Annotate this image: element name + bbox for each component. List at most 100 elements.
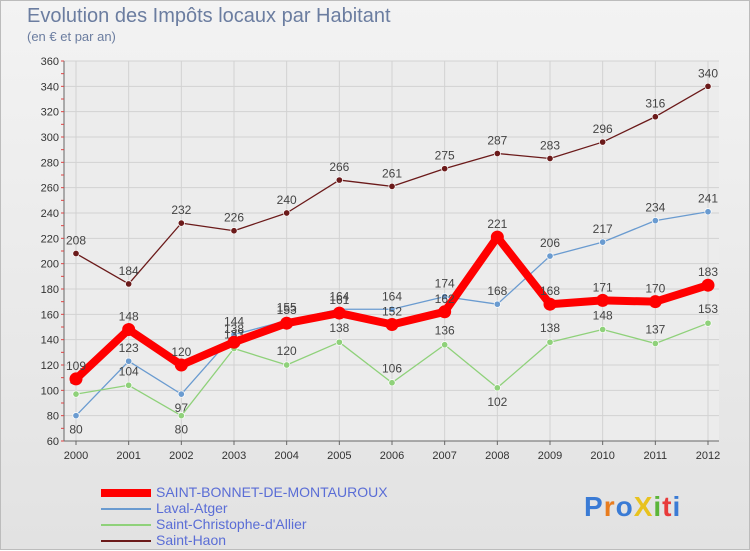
data-point-saint-haon: [599, 138, 607, 146]
data-label-saint-bonnet-de-montauroux: 138: [224, 322, 244, 336]
y-tick-label: 260: [41, 183, 59, 195]
data-point-saint-christophe-d-allier: [72, 390, 80, 398]
data-label-saint-bonnet-de-montauroux: 109: [66, 359, 86, 373]
x-tick-label: 2007: [432, 450, 456, 462]
logo-letter: t: [662, 491, 673, 522]
y-tick-label: 220: [41, 233, 59, 245]
data-point-laval-atger: [493, 300, 501, 308]
legend-label-laval-atger: Laval-Atger: [156, 500, 228, 516]
y-tick-label: 360: [41, 56, 59, 68]
data-label-saint-christophe-d-allier: 120: [277, 344, 297, 358]
data-label-laval-atger: 164: [329, 289, 349, 303]
data-label-saint-haon: 296: [593, 122, 613, 136]
data-label-saint-haon: 208: [66, 234, 86, 248]
data-label-saint-haon: 184: [119, 264, 139, 278]
data-label-saint-christophe-d-allier: 106: [382, 362, 402, 376]
data-label-saint-haon: 232: [171, 203, 191, 217]
data-label-laval-atger: 80: [69, 423, 83, 437]
data-label-saint-haon: 275: [435, 149, 455, 163]
data-point-saint-christophe-d-allier: [599, 325, 607, 334]
data-point-saint-bonnet-de-montauroux: [280, 316, 294, 330]
data-point-saint-christophe-d-allier: [546, 338, 554, 346]
data-label-saint-haon: 261: [382, 166, 402, 180]
data-label-laval-atger: 168: [487, 284, 507, 298]
x-tick-label: 2006: [380, 450, 404, 462]
data-point-saint-christophe-d-allier: [388, 379, 396, 387]
x-tick-label: 2001: [116, 450, 140, 462]
data-label-saint-christophe-d-allier: 104: [119, 364, 139, 378]
data-point-saint-haon: [441, 165, 449, 173]
y-tick-label: 300: [41, 132, 59, 144]
data-point-saint-bonnet-de-montauroux: [490, 230, 504, 244]
data-point-saint-haon: [704, 82, 712, 90]
data-point-laval-atger: [388, 305, 396, 313]
data-label-saint-bonnet-de-montauroux: 171: [593, 280, 613, 294]
data-label-saint-haon: 226: [224, 211, 244, 225]
x-tick-label: 2002: [169, 450, 193, 462]
data-point-saint-christophe-d-allier: [335, 338, 343, 346]
data-point-saint-haon: [335, 176, 343, 184]
data-label-saint-haon: 266: [329, 160, 349, 174]
data-point-saint-haon: [493, 149, 501, 158]
data-label-saint-christophe-d-allier: 80: [175, 423, 189, 437]
y-tick-label: 80: [47, 411, 59, 423]
data-label-saint-bonnet-de-montauroux: 183: [698, 265, 718, 279]
data-point-saint-haon: [177, 219, 185, 227]
data-point-saint-haon: [546, 154, 554, 163]
data-label-saint-christophe-d-allier: 138: [540, 321, 560, 335]
data-point-saint-christophe-d-allier: [125, 381, 133, 389]
data-label-saint-haon: 316: [645, 97, 665, 111]
data-point-saint-bonnet-de-montauroux: [69, 372, 83, 386]
data-point-laval-atger: [704, 208, 712, 216]
x-tick-label: 2000: [64, 450, 88, 462]
data-label-laval-atger: 234: [645, 201, 665, 215]
y-tick-label: 340: [41, 81, 59, 93]
data-point-saint-christophe-d-allier: [283, 361, 291, 369]
data-point-saint-bonnet-de-montauroux: [596, 293, 610, 307]
data-point-saint-bonnet-de-montauroux: [438, 305, 452, 319]
legend-swatch-saint-bonnet-de-montauroux: [101, 489, 151, 497]
data-point-saint-bonnet-de-montauroux: [543, 297, 557, 311]
logo-letter: i: [653, 491, 663, 522]
proxiti-logo: ProXiti: [584, 491, 681, 523]
chart-title: Evolution des Impôts locaux par Habitant: [27, 5, 391, 27]
data-label-saint-bonnet-de-montauroux: 161: [329, 293, 349, 307]
data-point-saint-haon: [388, 182, 396, 190]
data-label-saint-christophe-d-allier: 102: [487, 395, 507, 409]
x-tick-label: 2011: [644, 450, 668, 462]
data-label-laval-atger: 123: [119, 341, 139, 355]
data-label-saint-christophe-d-allier: 138: [329, 321, 349, 335]
y-tick-label: 280: [41, 157, 59, 169]
data-label-saint-christophe-d-allier: 136: [435, 324, 455, 338]
data-point-laval-atger: [177, 390, 185, 398]
logo-letter: o: [615, 491, 634, 522]
legend-swatch-saint-christophe-d-allier: [101, 524, 151, 526]
y-tick-label: 320: [41, 107, 59, 119]
y-tick-label: 60: [47, 436, 59, 448]
data-label-laval-atger: 164: [382, 289, 402, 303]
logo-letter: i: [672, 491, 682, 522]
data-point-saint-haon: [651, 113, 659, 121]
data-label-saint-haon: 240: [277, 193, 297, 207]
data-point-saint-bonnet-de-montauroux: [227, 335, 241, 349]
data-point-saint-haon: [230, 227, 238, 235]
data-point-laval-atger: [441, 293, 449, 301]
data-label-laval-atger: 144: [224, 315, 244, 329]
data-point-laval-atger: [599, 238, 607, 246]
data-label-saint-bonnet-de-montauroux: 153: [277, 303, 297, 317]
x-tick-label: 2004: [274, 450, 298, 462]
y-tick-label: 100: [41, 385, 59, 397]
legend-swatch-saint-haon: [101, 540, 151, 542]
data-point-laval-atger: [546, 252, 554, 260]
legend-swatch-laval-atger: [101, 508, 151, 510]
data-point-saint-bonnet-de-montauroux: [648, 295, 662, 309]
data-point-saint-bonnet-de-montauroux: [385, 317, 399, 331]
data-label-laval-atger: 174: [435, 277, 455, 291]
y-tick-label: 160: [41, 309, 59, 321]
data-point-laval-atger: [125, 357, 133, 365]
x-tick-label: 2012: [696, 450, 720, 462]
y-tick-label: 140: [41, 335, 59, 347]
data-label-saint-haon: 287: [487, 133, 507, 147]
